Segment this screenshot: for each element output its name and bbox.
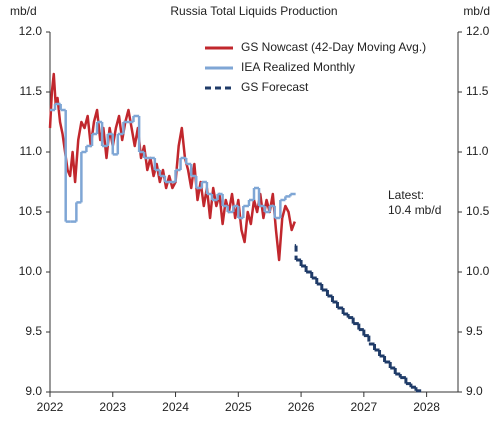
y2-axis-label: mb/d bbox=[463, 4, 490, 18]
legend-label: GS Nowcast (42-Day Moving Avg.) bbox=[241, 40, 426, 54]
y-tick-label: 10.0 bbox=[19, 264, 43, 278]
annotation: 10.4 mb/d bbox=[388, 203, 441, 217]
y2-tick-label: 10.5 bbox=[466, 204, 490, 218]
y2-tick-label: 9.5 bbox=[466, 324, 483, 338]
y-tick-label: 10.5 bbox=[19, 204, 43, 218]
legend-label: IEA Realized Monthly bbox=[241, 60, 355, 74]
x-tick-label: 2022 bbox=[37, 400, 64, 414]
annotation: Latest: bbox=[388, 188, 424, 202]
y-tick-label: 11.5 bbox=[20, 84, 43, 98]
y2-tick-label: 11.0 bbox=[466, 144, 489, 158]
chart-title: Russia Total Liquids Production bbox=[170, 4, 337, 18]
x-tick-label: 2023 bbox=[99, 400, 126, 414]
y-tick-label: 9.0 bbox=[25, 384, 42, 398]
x-tick-label: 2025 bbox=[225, 400, 252, 414]
y-tick-label: 11.0 bbox=[20, 144, 43, 158]
y-tick-label: 12.0 bbox=[19, 24, 43, 38]
y-axis-label: mb/d bbox=[10, 4, 37, 18]
x-tick-label: 2026 bbox=[288, 400, 315, 414]
legend-label: GS Forecast bbox=[241, 80, 309, 94]
x-tick-label: 2027 bbox=[350, 400, 377, 414]
y2-tick-label: 10.0 bbox=[466, 264, 490, 278]
x-tick-label: 2024 bbox=[162, 400, 189, 414]
y2-tick-label: 12.0 bbox=[466, 24, 490, 38]
y2-tick-label: 9.0 bbox=[466, 384, 483, 398]
y2-tick-label: 11.5 bbox=[466, 84, 489, 98]
series-line bbox=[48, 72, 296, 262]
y-tick-label: 9.5 bbox=[25, 324, 42, 338]
x-tick-label: 2028 bbox=[413, 400, 440, 414]
